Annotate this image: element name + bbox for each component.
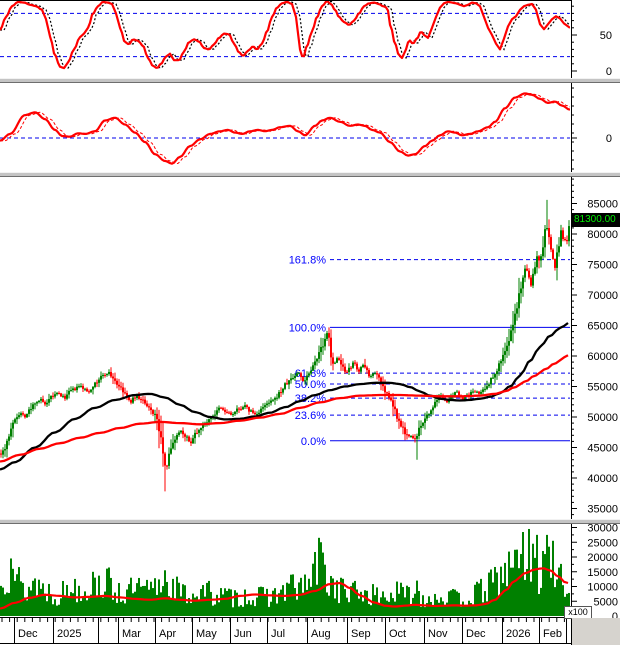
y-axis-label: 60000	[587, 351, 618, 363]
panel-separator[interactable]	[0, 172, 620, 177]
momentum-panel	[0, 92, 570, 165]
stochastic-panel	[0, 1, 570, 70]
ma-slow-red	[0, 354, 569, 463]
stochastic-line	[0, 1, 570, 70]
y-axis-label: 0	[612, 611, 618, 623]
stochastic-signal-line	[0, 1, 570, 69]
price-panel: 161.8%100.0%61.8%50.0%38.2%23.6%0.0%	[0, 199, 570, 492]
y-axis-label: 0	[606, 133, 612, 145]
axis-corner	[572, 618, 620, 645]
y-axis-label: 25000	[587, 537, 618, 549]
y-axis-label: 15000	[587, 567, 618, 579]
x-axis-label: Dec	[466, 628, 486, 640]
y-axis-label: 70000	[587, 290, 618, 302]
y-axis-label: 20000	[587, 552, 618, 564]
y-axis: 5000850008000075000700006500060000550005…	[571, 5, 618, 623]
x-axis-label: Sep	[351, 628, 371, 640]
x-axis: Dec 2025 Mar Apr May Jun Jul Aug Sep Oct Nov Dec 202…	[1, 618, 567, 643]
fib-label: 50.0%	[295, 379, 326, 391]
volume-bars	[0, 528, 570, 616]
last-price-tag: 81300.00	[572, 213, 620, 227]
y-axis-label: 10000	[587, 582, 618, 594]
y-axis-label: 30000	[587, 523, 618, 535]
x-axis-label: 2026	[506, 628, 530, 640]
y-axis-label: 45000	[587, 443, 618, 455]
volume-ma-line	[0, 567, 569, 610]
momentum-line	[0, 92, 570, 165]
y-axis-label: 85000	[587, 199, 618, 211]
fib-label: 100.0%	[289, 322, 327, 334]
y-axis-label: 50000	[587, 412, 618, 424]
y-axis-label: 75000	[587, 260, 618, 272]
x-axis-label: Aug	[311, 628, 331, 640]
candlestick-series	[0, 199, 570, 492]
y-axis-label: 40000	[587, 473, 618, 485]
x-axis-label: Feb	[543, 628, 562, 640]
chart-frame	[0, 0, 572, 645]
y-axis-label: 55000	[587, 382, 618, 394]
x-axis-label: Jun	[234, 628, 252, 640]
y-axis-label: 50	[600, 30, 612, 42]
fib-label: 161.8%	[289, 255, 327, 267]
x-axis-label: Mar	[122, 628, 141, 640]
fib-label: 23.6%	[295, 410, 326, 422]
x-axis-label: 2025	[57, 628, 81, 640]
ma-fast-black	[0, 322, 569, 471]
y-axis-label: 0	[606, 66, 612, 78]
panel-separator[interactable]	[0, 519, 620, 524]
x-axis-label: Oct	[389, 628, 406, 640]
y-axis-label: 80000	[587, 229, 618, 241]
x-axis-label: Dec	[18, 628, 38, 640]
x-axis-label: Nov	[428, 628, 448, 640]
volume-panel	[0, 528, 570, 616]
x-axis-label: May	[196, 628, 217, 640]
x-axis-label: Jul	[271, 628, 285, 640]
fib-label: 0.0%	[301, 436, 326, 448]
y-axis-label: 35000	[587, 504, 618, 516]
y-axis-label: 65000	[587, 321, 618, 333]
y-axis-label: 5000	[594, 596, 618, 608]
x-axis-label: Apr	[159, 628, 176, 640]
panel-separator[interactable]	[0, 78, 620, 83]
